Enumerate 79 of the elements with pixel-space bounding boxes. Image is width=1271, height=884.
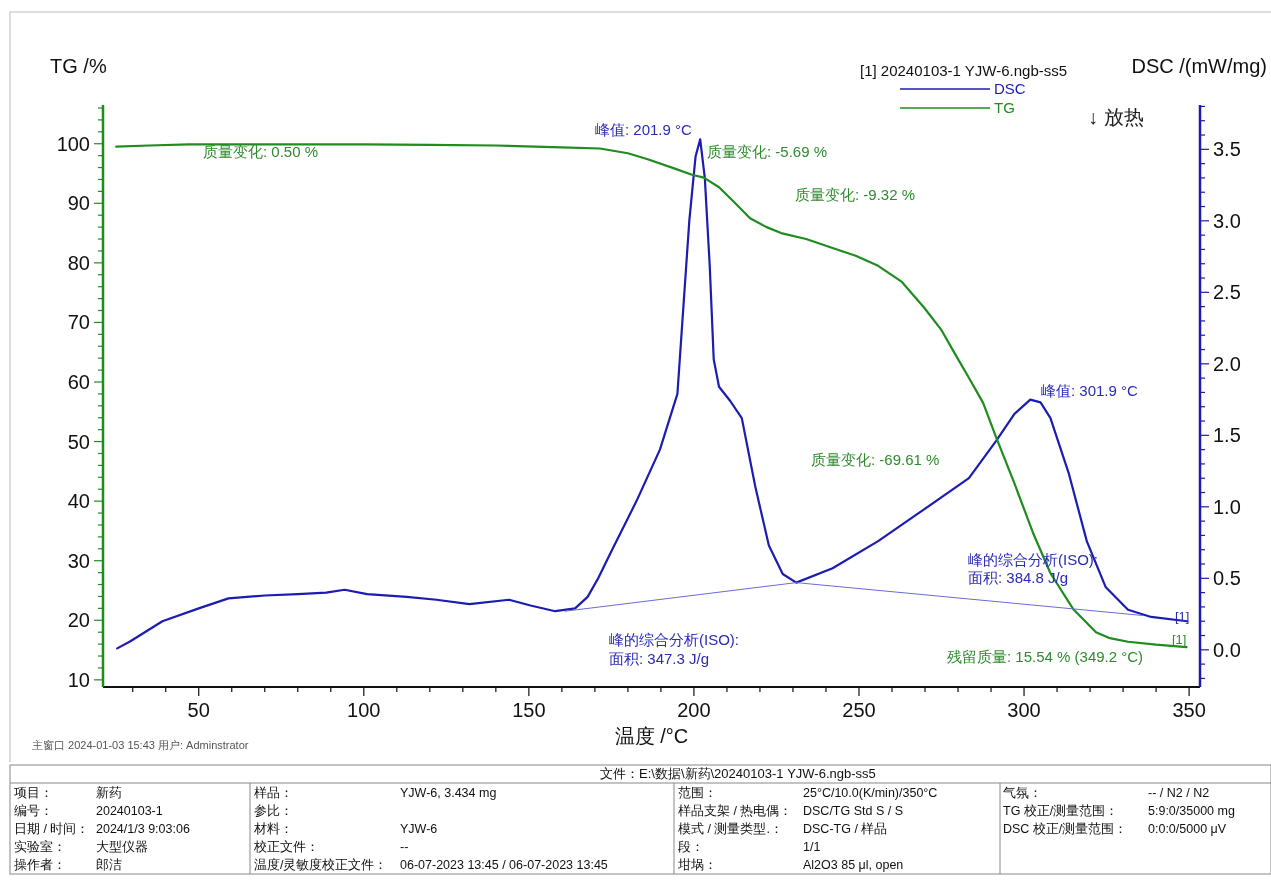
text: 气氛： xyxy=(1003,786,1042,800)
text: 校正文件： xyxy=(253,840,319,854)
annotation: [1] xyxy=(1172,632,1187,647)
text: 项目： xyxy=(14,786,53,800)
text: DSC 校正/测量范围： xyxy=(1003,822,1128,836)
annotation: 质量变化: -5.69 % xyxy=(707,143,828,160)
text: 实验室： xyxy=(14,839,66,854)
text: 1/1 xyxy=(803,840,821,854)
annotation: 峰值: 301.9 °C xyxy=(1041,382,1139,399)
y2-tick-label: 1.0 xyxy=(1213,495,1241,518)
text: 大型仪器 xyxy=(96,840,148,854)
text: 样品： xyxy=(254,786,293,800)
text: 参比： xyxy=(254,804,293,818)
text: TG xyxy=(994,99,1015,116)
text: 2024/1/3 9:03:06 xyxy=(96,822,190,836)
annotation: 峰的综合分析(ISO): xyxy=(609,631,739,648)
text: 5:9:0/35000 mg xyxy=(1148,804,1235,818)
y-tick-label: 90 xyxy=(67,192,90,215)
y-tick-label: 80 xyxy=(67,251,90,274)
text: DSC xyxy=(994,80,1026,97)
legend-title: [1] 20240103-1 YJW-6.ngb-ss5 xyxy=(860,62,1068,79)
text: 郎洁 xyxy=(96,857,122,872)
text: 样品支架 / 热电偶： xyxy=(678,804,793,818)
text: 范围： xyxy=(678,786,717,800)
x-tick-label: 350 xyxy=(1172,699,1206,721)
annotation: 质量变化: -69.61 % xyxy=(811,451,940,468)
text: 编号： xyxy=(14,804,53,818)
x-tick-label: 150 xyxy=(512,699,546,721)
x-tick-label: 50 xyxy=(187,699,210,721)
text: 20240103-1 xyxy=(96,804,163,818)
y-axis-title: TG /% xyxy=(50,55,107,77)
text: 温度/灵敏度校正文件： xyxy=(254,857,388,872)
x-tick-label: 100 xyxy=(347,699,381,721)
text: YJW-6 xyxy=(400,822,438,836)
x-axis-title: 温度 /°C xyxy=(614,725,689,747)
x-tick-label: 200 xyxy=(677,699,711,721)
text: 操作者： xyxy=(14,858,66,872)
text: 坩埚： xyxy=(677,858,717,872)
annotation: 质量变化: -9.32 % xyxy=(795,186,916,203)
y2-tick-label: 0.5 xyxy=(1213,567,1241,590)
text: 文件：E:\数据\新药\20240103-1 YJW-6.ngb-ss5 xyxy=(600,766,876,781)
annotation: 残留质量: 15.54 % (349.2 °C) xyxy=(947,648,1144,665)
text: 25°C/10.0(K/min)/350°C xyxy=(803,786,938,800)
x-tick-label: 250 xyxy=(842,699,876,721)
y-tick-label: 30 xyxy=(67,549,90,572)
text: 段： xyxy=(678,840,704,854)
x-tick-label: 300 xyxy=(1007,699,1041,721)
annotation: 峰值: 201.9 °C xyxy=(595,121,693,138)
annotation: ↓ 放热 xyxy=(1088,106,1144,128)
text: -- / N2 / N2 xyxy=(1148,786,1210,800)
text: 日期 / 时间： xyxy=(14,822,90,836)
text: DSC-TG / 样品 xyxy=(803,822,888,836)
text: 新药 xyxy=(96,786,122,800)
text: Al2O3 85 μl, open xyxy=(803,858,904,872)
y-tick-label: 40 xyxy=(67,490,90,513)
y-tick-label: 60 xyxy=(67,371,90,393)
y-tick-label: 20 xyxy=(67,609,90,632)
y2-tick-label: 2.5 xyxy=(1213,281,1241,304)
text: TG 校正/测量范围： xyxy=(1003,804,1119,818)
y-tick-label: 70 xyxy=(67,311,90,334)
y2-tick-label: 0.0 xyxy=(1213,638,1241,661)
text: 0:0:0/5000 μV xyxy=(1148,822,1227,836)
y-tick-label: 50 xyxy=(67,430,90,453)
text: DSC/TG Std S / S xyxy=(803,804,904,818)
annotation: 面积: 347.3 J/g xyxy=(609,650,710,667)
y2-tick-label: 1.5 xyxy=(1213,424,1241,447)
y2-tick-label: 3.0 xyxy=(1213,209,1241,232)
y2-tick-label: 2.0 xyxy=(1213,352,1241,375)
annotation: 质量变化: 0.50 % xyxy=(203,143,319,160)
text: 模式 / 测量类型.： xyxy=(678,822,783,836)
y2-axis-title: DSC /(mW/mg) xyxy=(1131,55,1267,77)
text: 06-07-2023 13:45 / 06-07-2023 13:45 xyxy=(400,858,608,872)
text: -- xyxy=(400,840,409,854)
y2-tick-label: 3.5 xyxy=(1213,138,1241,161)
text: 主窗口 2024-01-03 15:43 用户: Adminstrator xyxy=(32,739,249,751)
y-tick-label: 10 xyxy=(67,668,90,691)
y-tick-label: 100 xyxy=(56,132,90,155)
text: YJW-6, 3.434 mg xyxy=(400,786,497,800)
text: 材料： xyxy=(253,822,293,836)
